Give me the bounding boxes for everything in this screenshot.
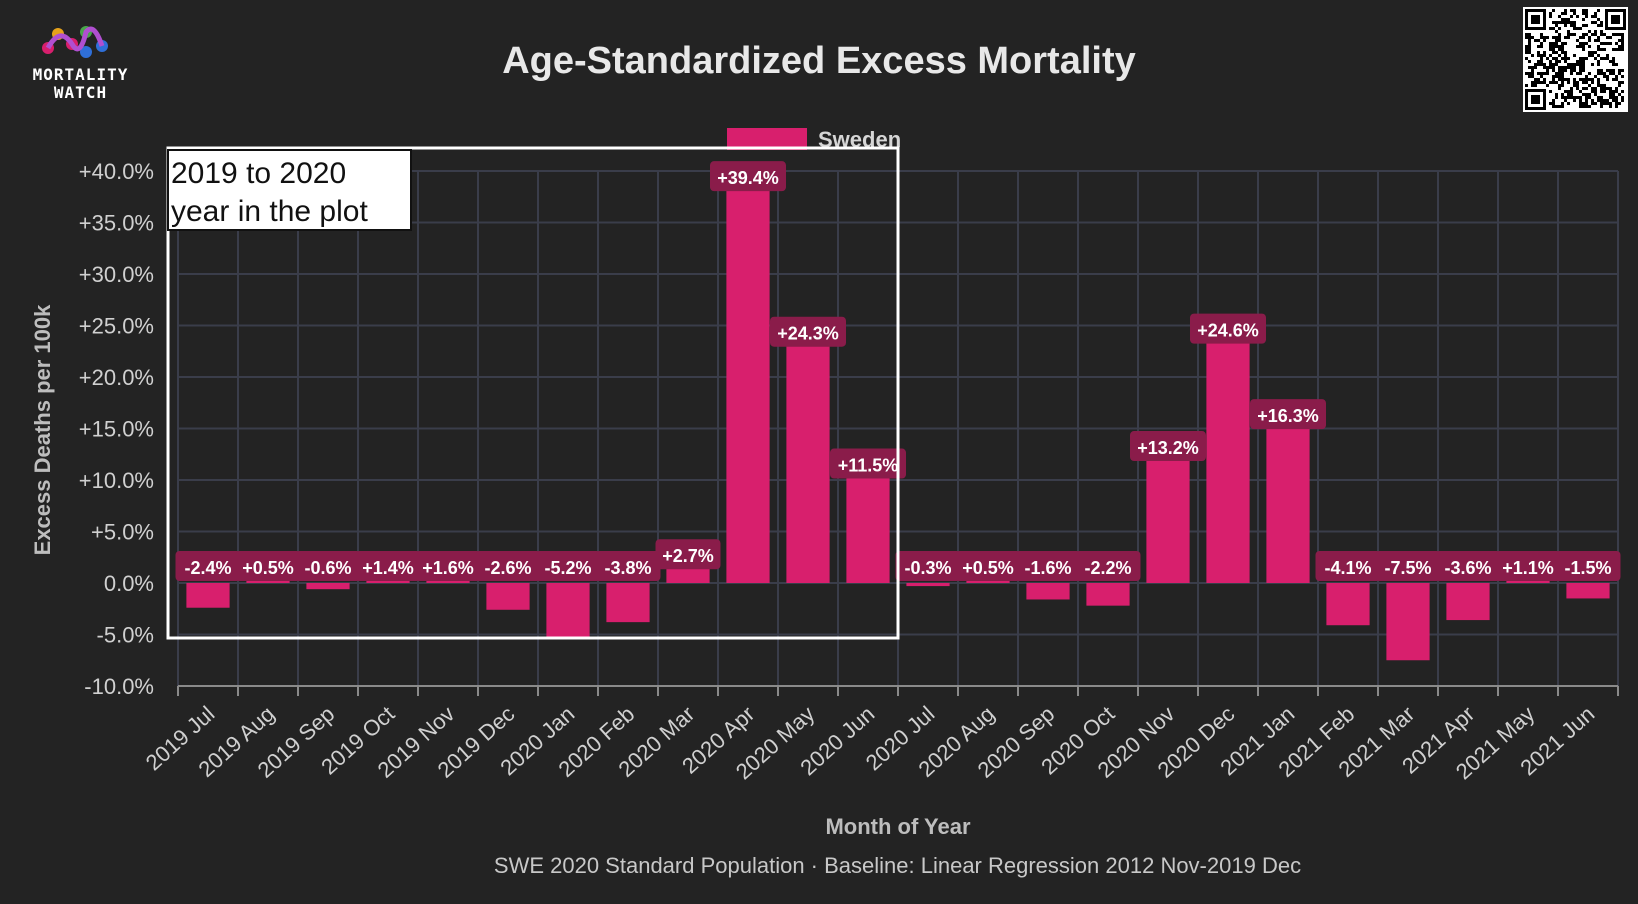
data-label: +16.3%: [1257, 406, 1319, 426]
data-label: +0.5%: [242, 558, 294, 578]
bar[interactable]: [1566, 583, 1610, 599]
data-label: +11.5%: [838, 456, 899, 476]
data-label: -0.3%: [904, 558, 951, 578]
annotation-highlight-box: [166, 146, 900, 640]
bar[interactable]: [606, 583, 650, 623]
data-label: -3.6%: [1444, 558, 1491, 578]
data-label: -1.5%: [1564, 558, 1611, 578]
bar[interactable]: [1206, 329, 1250, 583]
data-label-bg: [955, 551, 1021, 581]
data-label-bg: [415, 551, 481, 581]
data-label-bg: [1315, 551, 1381, 581]
qr-code[interactable]: [1523, 7, 1628, 112]
data-label: +2.7%: [662, 546, 714, 566]
data-label: -2.6%: [484, 558, 531, 578]
bar[interactable]: [306, 583, 350, 590]
logo-line-1: MORTALITY: [32, 65, 129, 84]
bar[interactable]: [1086, 583, 1130, 606]
data-label: +0.5%: [962, 558, 1014, 578]
data-label-bg: [1250, 399, 1326, 430]
legend-swatch[interactable]: [727, 128, 807, 150]
data-label-bg: [830, 448, 906, 479]
bar[interactable]: [486, 583, 530, 610]
y-tick-label: +25.0%: [79, 314, 154, 339]
chart-title: Age-Standardized Excess Mortality: [502, 40, 1136, 82]
data-label-bg: [1555, 551, 1621, 581]
chart-footnote: SWE 2020 Standard Population · Baseline:…: [493, 853, 1302, 878]
data-label-bg: [770, 316, 846, 347]
logo-text: MORTALITY WATCH: [18, 66, 143, 102]
bar[interactable]: [186, 583, 230, 608]
bar-chart: -2.4% +0.5% -0.6% +1.4% +1.6% -2.6% -5.2% -3.8%…: [30, 127, 1621, 839]
bar[interactable]: [846, 464, 890, 583]
annotation-text-box: [167, 149, 412, 231]
bar[interactable]: [786, 332, 830, 583]
data-label-bg: [475, 551, 541, 581]
bar[interactable]: [1446, 583, 1490, 621]
bar[interactable]: [1026, 583, 1070, 600]
y-tick-label: -10.0%: [84, 674, 154, 699]
data-label-bg: [710, 161, 786, 192]
y-tick-label: +10.0%: [79, 468, 154, 493]
y-tick-label: +15.0%: [79, 417, 154, 442]
y-axis-label: Excess Deaths per 100k: [30, 304, 55, 555]
data-label: -7.5%: [1384, 558, 1431, 578]
data-label: -2.4%: [184, 558, 231, 578]
data-label-bg: [1075, 551, 1141, 581]
data-label-bg: [175, 551, 241, 581]
bar[interactable]: [1386, 583, 1430, 661]
data-label: +1.4%: [362, 558, 414, 578]
y-tick-label: -5.0%: [97, 623, 154, 648]
bars: [186, 177, 1610, 661]
data-label-bg: [1435, 551, 1501, 581]
data-label: +39.4%: [717, 168, 779, 188]
data-label-bg: [1015, 551, 1081, 581]
mortality-watch-logo: [42, 26, 108, 58]
data-label: +24.6%: [1197, 321, 1259, 341]
x-axis-label: Month of Year: [825, 814, 970, 839]
data-label: -3.8%: [604, 558, 651, 578]
data-label: +13.2%: [1137, 438, 1199, 458]
y-tick-label: +40.0%: [79, 159, 154, 184]
data-label-bg: [1190, 313, 1266, 344]
data-label-bg: [295, 551, 361, 581]
data-label-bg: [1375, 551, 1441, 581]
y-tick-label: 0.0%: [104, 571, 154, 596]
data-label: +24.3%: [777, 324, 839, 344]
bar[interactable]: [546, 583, 590, 637]
data-label: +1.6%: [422, 558, 474, 578]
data-label: -1.6%: [1024, 558, 1071, 578]
annotation-line-1: 2019 to 2020: [171, 157, 346, 190]
data-label-bg: [595, 551, 661, 581]
data-label-bg: [355, 551, 421, 581]
data-label: +1.1%: [1502, 558, 1554, 578]
bar[interactable]: [1326, 583, 1370, 626]
y-tick-label: +20.0%: [79, 365, 154, 390]
data-label-bg: [235, 551, 301, 581]
annotation-line-2: year in the plot: [171, 195, 368, 228]
data-labels: -2.4% +0.5% -0.6% +1.4% +1.6% -2.6% -5.2% -3.8%…: [175, 161, 1621, 581]
data-label: -5.2%: [544, 558, 591, 578]
data-label: -0.6%: [304, 558, 351, 578]
data-label-bg: [1495, 551, 1561, 581]
y-tick-label: +30.0%: [79, 262, 154, 287]
data-label-bg: [535, 551, 601, 581]
data-label-bg: [1130, 431, 1206, 462]
data-label: -4.1%: [1324, 558, 1371, 578]
data-label-bg: [655, 539, 721, 570]
bar[interactable]: [1266, 415, 1310, 583]
bar[interactable]: [1146, 447, 1190, 583]
data-label-bg: [895, 551, 961, 581]
bar[interactable]: [906, 583, 950, 587]
logo-line-2: WATCH: [53, 83, 108, 102]
y-tick-label: +5.0%: [91, 520, 154, 545]
bar[interactable]: [726, 177, 770, 583]
data-label: -2.2%: [1084, 558, 1131, 578]
y-tick-label: +35.0%: [79, 211, 154, 236]
